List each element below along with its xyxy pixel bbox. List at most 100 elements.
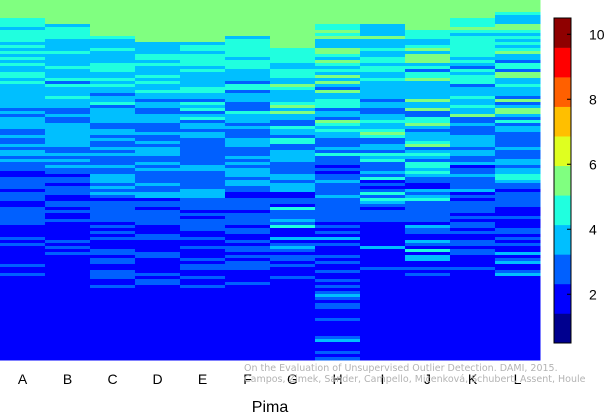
heatmap-cell	[495, 342, 541, 346]
heatmap-cell	[315, 219, 361, 223]
heatmap-cell	[360, 138, 406, 142]
heatmap-cell	[225, 135, 271, 139]
heatmap-cell	[360, 66, 406, 70]
credit-line-2: Campos, Zimek, Sander, Campello, Micenko…	[244, 374, 586, 385]
heatmap-cell	[315, 129, 361, 133]
heatmap-cell	[225, 129, 271, 133]
heatmap-cell	[405, 225, 451, 229]
heatmap-cell	[225, 339, 271, 343]
heatmap-cell	[495, 306, 541, 310]
heatmap-cell	[450, 168, 496, 172]
colorbar-tick-label: 2	[589, 286, 597, 302]
heatmap-cell	[135, 48, 181, 52]
heatmap-cell	[135, 69, 181, 73]
heatmap-cell	[495, 24, 541, 28]
heatmap-cell	[450, 138, 496, 142]
heatmap-cell	[0, 345, 46, 349]
heatmap-cell	[90, 192, 136, 196]
heatmap-cell	[180, 288, 226, 292]
heatmap-cell	[135, 114, 181, 118]
heatmap-cell	[225, 132, 271, 136]
heatmap-cell	[450, 36, 496, 40]
heatmap-cell	[270, 246, 316, 250]
heatmap-cell	[225, 186, 271, 190]
heatmap-cell	[45, 342, 91, 346]
heatmap-cell	[90, 348, 136, 352]
heatmap-cell	[45, 246, 91, 250]
heatmap-cell	[0, 0, 46, 4]
heatmap-cell	[360, 6, 406, 10]
heatmap-cell	[180, 30, 226, 34]
heatmap-cell	[315, 117, 361, 121]
heatmap-cell	[495, 348, 541, 352]
heatmap-cell	[450, 171, 496, 175]
heatmap-cell	[225, 357, 271, 361]
heatmap-cell	[225, 147, 271, 151]
heatmap-cell	[405, 270, 451, 274]
heatmap-cell	[135, 324, 181, 328]
heatmap-cell	[135, 342, 181, 346]
heatmap-cell	[135, 33, 181, 37]
heatmap-cell	[270, 225, 316, 229]
heatmap-cell	[45, 252, 91, 256]
heatmap-cell	[270, 321, 316, 325]
heatmap-cell	[495, 243, 541, 247]
heatmap-cell	[180, 261, 226, 265]
heatmap-cell	[45, 21, 91, 25]
heatmap-cell	[450, 60, 496, 64]
heatmap-cell	[495, 15, 541, 19]
heatmap-cell	[135, 99, 181, 103]
heatmap-cell	[90, 153, 136, 157]
heatmap-cell	[225, 51, 271, 55]
heatmap-cell	[450, 135, 496, 139]
heatmap-cell	[315, 261, 361, 265]
heatmap-cell	[0, 237, 46, 241]
heatmap-cell	[180, 357, 226, 361]
heatmap-cell	[495, 63, 541, 67]
heatmap-cell	[180, 84, 226, 88]
heatmap-cell	[135, 249, 181, 253]
heatmap-cell	[135, 96, 181, 100]
heatmap-cell	[180, 279, 226, 283]
heatmap-cell	[315, 6, 361, 10]
heatmap-cell	[0, 303, 46, 307]
heatmap-cell	[180, 33, 226, 37]
heatmap-cell	[0, 159, 46, 163]
heatmap-cell	[450, 237, 496, 241]
heatmap-cell	[450, 9, 496, 13]
heatmap-cell	[225, 60, 271, 64]
heatmap-cell	[0, 21, 46, 25]
heatmap-cell	[360, 225, 406, 229]
heatmap-cell	[45, 264, 91, 268]
heatmap-cell	[45, 96, 91, 100]
heatmap-cell	[495, 57, 541, 61]
heatmap-cell	[405, 291, 451, 295]
heatmap-cell	[90, 354, 136, 358]
heatmap-cell	[45, 348, 91, 352]
heatmap-cell	[90, 108, 136, 112]
heatmap-cell	[450, 132, 496, 136]
heatmap-cell	[450, 81, 496, 85]
heatmap-cell	[495, 204, 541, 208]
heatmap-cell	[405, 288, 451, 292]
heatmap-cell	[135, 288, 181, 292]
heatmap-cell	[90, 333, 136, 337]
heatmap-cell	[315, 42, 361, 46]
heatmap-cell	[405, 126, 451, 130]
heatmap-cell	[495, 9, 541, 13]
heatmap-cell	[180, 57, 226, 61]
heatmap-cell	[180, 99, 226, 103]
heatmap-cell	[405, 264, 451, 268]
heatmap-cell	[360, 246, 406, 250]
heatmap-cell	[225, 270, 271, 274]
heatmap-cell	[90, 96, 136, 100]
heatmap-cell	[360, 0, 406, 4]
heatmap-cell	[90, 156, 136, 160]
heatmap-cell	[270, 234, 316, 238]
heatmap-cell	[45, 123, 91, 127]
heatmap-cell	[450, 357, 496, 361]
heatmap-cell	[90, 162, 136, 166]
heatmap-cell	[225, 231, 271, 235]
heatmap-cell	[90, 339, 136, 343]
heatmap-cell	[225, 273, 271, 277]
